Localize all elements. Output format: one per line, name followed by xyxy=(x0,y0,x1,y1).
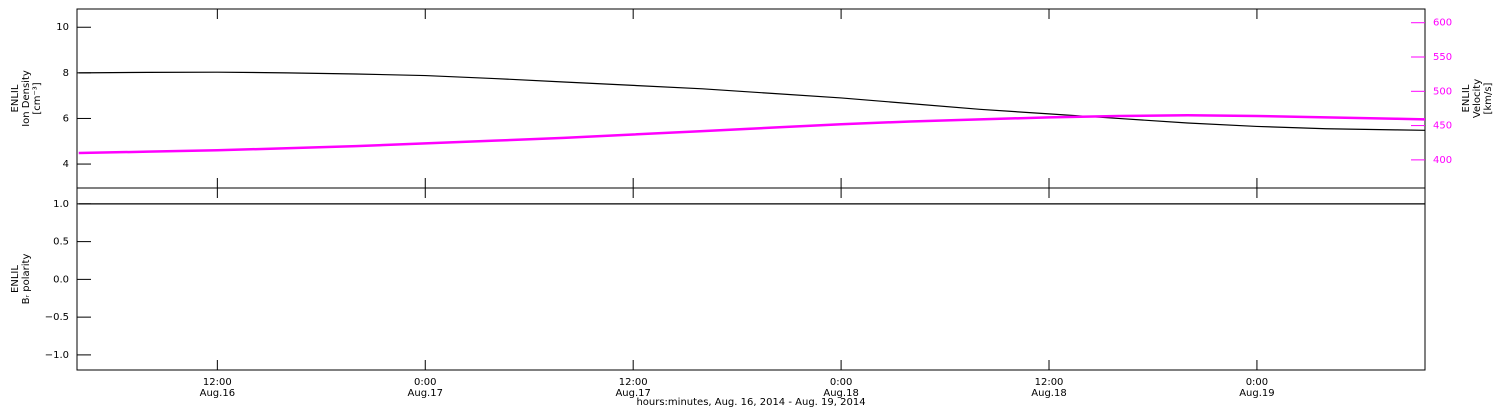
y-axis-label: [cm⁻³] xyxy=(32,82,43,114)
y-axis-label: Ion Density xyxy=(21,70,32,127)
y-tick-label: 0.5 xyxy=(53,237,69,248)
y-axis-label: Bᵣ polarity xyxy=(21,254,32,305)
y2-tick-label: 450 xyxy=(1433,121,1452,132)
data-line xyxy=(78,71,1426,131)
y-axis-label: ENLIL xyxy=(10,84,21,112)
y-tick-label: 1.0 xyxy=(53,199,69,210)
y-tick-label: −0.5 xyxy=(45,312,69,323)
x-tick-label: 12:00 Aug.18 xyxy=(1031,377,1066,399)
panel-frame xyxy=(76,187,1426,371)
data-line xyxy=(78,114,1426,155)
y-tick-label: 0.0 xyxy=(53,274,69,285)
y2-tick-label: 550 xyxy=(1433,52,1452,63)
y-tick-label: −1.0 xyxy=(45,350,69,361)
y2-tick-label: 400 xyxy=(1433,155,1452,166)
y2-axis-label: [km/s] xyxy=(1483,82,1494,114)
x-tick-label: 0:00 Aug.17 xyxy=(408,377,443,399)
y-tick-label: 8 xyxy=(63,68,69,79)
y2-axis-label: ENLIL xyxy=(1461,84,1472,112)
x-tick-label: 0:00 Aug.19 xyxy=(1239,377,1274,399)
y-tick-label: 4 xyxy=(63,159,69,170)
panel-frame xyxy=(76,8,1426,189)
y-axis-label: ENLIL xyxy=(10,265,21,293)
y-tick-label: 10 xyxy=(56,22,69,33)
y2-tick-label: 600 xyxy=(1433,18,1452,29)
x-axis-label: hours:minutes, Aug. 16, 2014 - Aug. 19, … xyxy=(636,397,865,408)
y-tick-label: 6 xyxy=(63,113,69,124)
x-tick-label: 12:00 Aug.16 xyxy=(200,377,235,399)
y2-tick-label: 500 xyxy=(1433,86,1452,97)
x-tick-label: 12:00 Aug.17 xyxy=(615,377,650,399)
x-tick-label: 0:00 Aug.18 xyxy=(823,377,858,399)
y2-axis-label: Velocity xyxy=(1472,79,1483,118)
